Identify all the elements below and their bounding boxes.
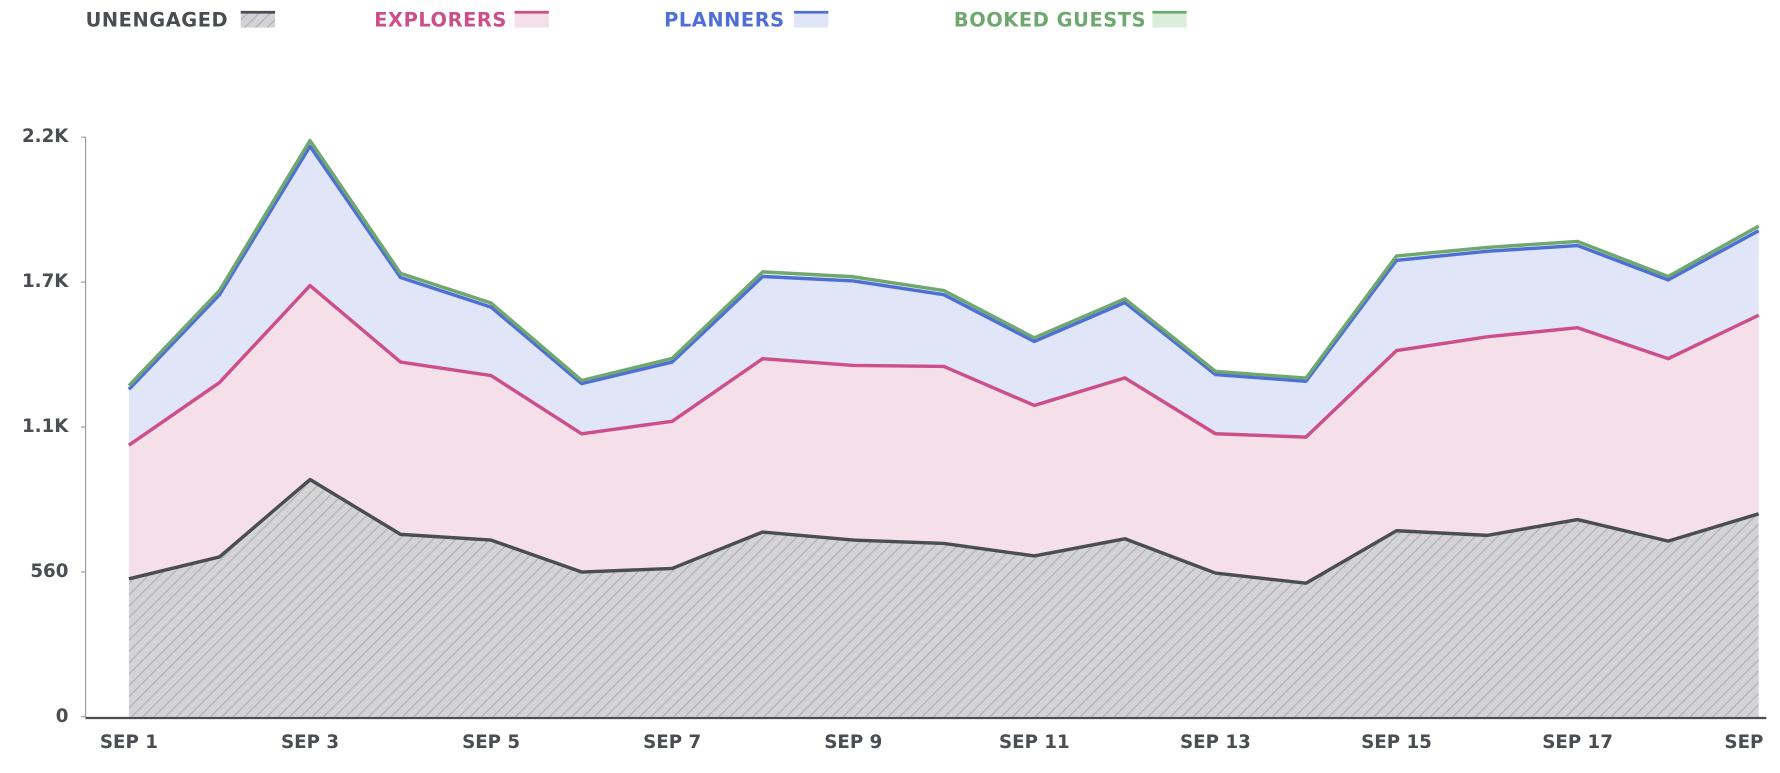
legend-label: UNENGAGED [86,8,229,31]
x-tick-label: SEP 13 [1180,732,1251,753]
legend-label: BOOKED GUESTS [954,8,1146,31]
x-tick-label: SEP 5 [462,732,520,753]
x-tick-label: SEP 9 [824,732,882,753]
legend-swatch [514,11,549,28]
x-tick-label: SEP 15 [1361,732,1432,753]
x-tick-label: SEP 7 [643,732,701,753]
legend-swatch [240,11,275,28]
y-tick-label: 1.1K [22,416,69,437]
lines [127,138,1760,585]
x-tick-label: SEP 11 [999,732,1070,753]
x-tick-label: SEP [1724,732,1763,753]
series-line [127,138,1760,387]
x-tick-label: SEP 17 [1542,732,1613,753]
y-tick-label: 2.2K [22,126,69,147]
legend-label: PLANNERS [664,8,785,31]
y-tick-label: 1.7K [22,271,69,292]
series-line [128,477,1760,585]
series-line [127,283,1760,447]
x-tick-label: SEP 1 [100,732,158,753]
x-tick-label: SEP 3 [281,732,339,753]
legend-swatch [794,11,829,28]
legend-label: EXPLORERS [374,8,507,31]
areas [128,140,1759,717]
y-tick-label: 560 [30,561,68,582]
series-line [127,144,1760,391]
area [128,285,1759,584]
y-tick-label: 0 [56,706,69,727]
legend-swatch [1152,11,1187,28]
area [128,479,1759,717]
